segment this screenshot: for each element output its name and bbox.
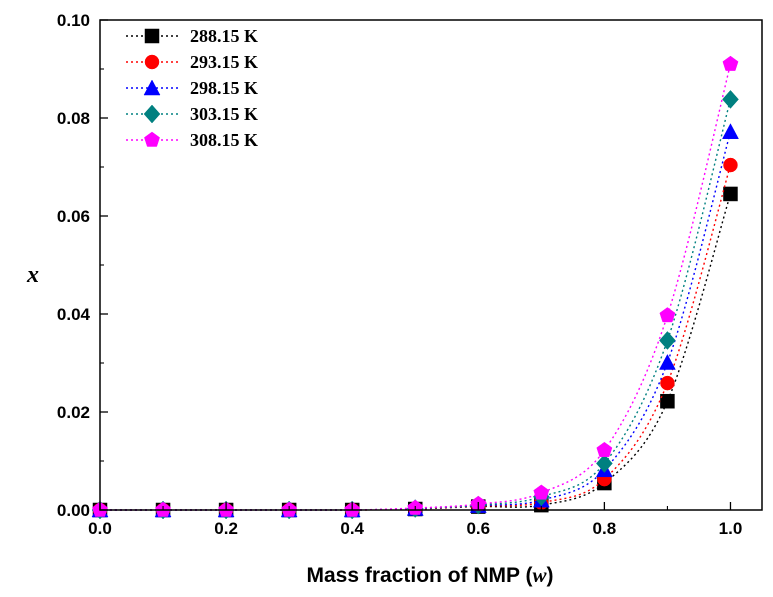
legend-marker — [144, 54, 160, 70]
y-tick-label: 0.08 — [57, 109, 90, 128]
x-tick-label: 0.6 — [466, 519, 490, 538]
legend-entry: 308.15 K — [126, 130, 258, 150]
series-line — [100, 131, 732, 511]
x-axis-title: Mass fraction of NMP (w) — [307, 563, 554, 587]
series-288-15-k — [92, 186, 738, 518]
data-point — [722, 123, 739, 139]
data-point — [723, 186, 738, 202]
y-tick-label: 0.06 — [57, 207, 90, 226]
legend-marker — [144, 131, 160, 147]
data-point — [660, 393, 675, 409]
series-298-15-k — [91, 123, 739, 518]
x-tick-label: 0.0 — [88, 519, 112, 538]
y-tick-label: 0.04 — [57, 305, 91, 324]
series-293-15-k — [92, 157, 738, 518]
x-axis-title-main: Mass fraction of NMP ( — [307, 564, 533, 587]
y-tick-label: 0.00 — [57, 501, 90, 520]
legend: 288.15 K 293.15 K 298.15 K 303.15 K 308.15 K — [126, 26, 258, 150]
legend-entry: 293.15 K — [126, 52, 258, 72]
data-point — [596, 454, 613, 473]
series-line — [100, 193, 732, 511]
legend-label: 303.15 K — [190, 104, 258, 124]
x-axis-title-close: ) — [547, 564, 554, 587]
x-tick-label: 1.0 — [719, 519, 743, 538]
x-tick-label: 0.8 — [593, 519, 617, 538]
legend-entry: 288.15 K — [126, 26, 258, 46]
data-point — [660, 375, 675, 391]
legend-marker — [144, 28, 160, 44]
data-point — [722, 90, 739, 109]
data-point — [596, 441, 613, 457]
x-tick-label: 0.4 — [340, 519, 364, 538]
data-point — [659, 307, 676, 323]
legend-label: 288.15 K — [190, 26, 258, 46]
legend-label: 308.15 K — [190, 130, 258, 150]
legend-entry: 303.15 K — [126, 104, 258, 124]
legend-marker — [143, 104, 161, 124]
series-line — [100, 99, 732, 511]
x-tick-label: 0.2 — [214, 519, 238, 538]
legend-label: 298.15 K — [190, 78, 258, 98]
series-line — [100, 164, 732, 511]
data-point — [659, 353, 676, 370]
y-tick-label: 0.02 — [57, 403, 90, 422]
data-point — [722, 55, 739, 71]
y-tick-label: 0.10 — [57, 11, 90, 30]
series-303-15-k — [91, 90, 739, 520]
data-point — [533, 484, 550, 500]
legend-marker — [143, 79, 161, 96]
series-layer — [91, 55, 739, 520]
legend-entry: 298.15 K — [126, 78, 258, 98]
data-point — [723, 157, 738, 173]
legend-label: 293.15 K — [190, 52, 258, 72]
y-axis-title: x — [26, 262, 39, 288]
x-axis-title-variable: w — [532, 563, 547, 587]
ticks-layer: 0.0 0.2 0.4 0.6 0.8 1.0 0.00 0.02 0.04 0.06 0.08 0.… — [57, 11, 742, 538]
data-point — [659, 331, 676, 350]
